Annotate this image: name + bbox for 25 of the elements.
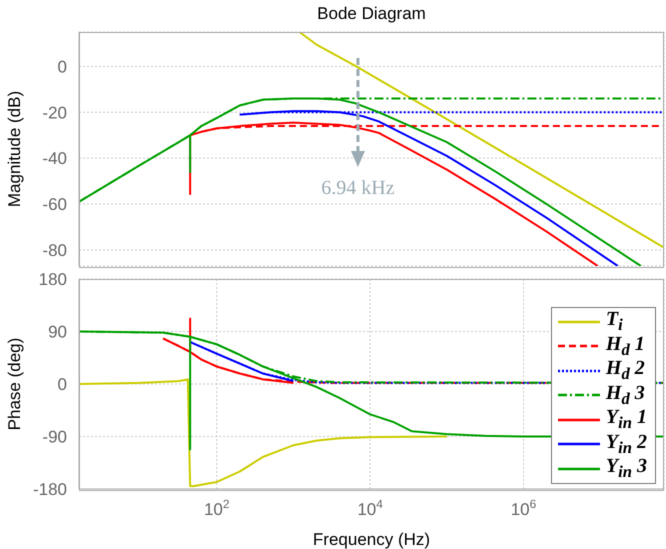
y-tick-label: 0 (58, 57, 67, 76)
x-tick-label: 10$^{6}$ (510, 497, 537, 519)
y-tick-label: 90 (48, 322, 67, 342)
x-tick-label: 10$^{4}$ (357, 497, 384, 519)
y-tick-label: -80 (42, 240, 67, 260)
y-tick-label: -180 (32, 480, 67, 499)
y-tick-label: -40 (42, 149, 67, 168)
chart-title: Bode Diagram (316, 4, 427, 24)
y-tick-label: -60 (42, 195, 67, 214)
legend-label: H$_{d}$ 2 (606, 357, 645, 384)
y-tick-label: 0 (58, 375, 67, 394)
legend-label: Y$_{in}$ 2 (606, 430, 647, 457)
y-axis-title: Phase (deg) (5, 338, 24, 430)
legend-label: T$_{i}$ (606, 308, 623, 334)
legend-label: Y$_{in}$ 3 (606, 455, 647, 482)
y-axis-title: Magnitude (dB) (5, 90, 24, 208)
x-tick-label: 10$^{2}$ (204, 497, 230, 519)
y-tick-label: -20 (42, 103, 67, 122)
x-axis-title: Frequency (Hz) (312, 530, 430, 549)
legend-label: H$_{d}$ 3 (606, 382, 645, 408)
ref-line-label: 6.94 kHz (321, 177, 395, 199)
legend-label: H$_{d}$ 1 (606, 332, 645, 359)
legend-label: Y$_{in}$ 1 (606, 406, 647, 432)
y-tick-label: 180 (38, 270, 67, 289)
y-tick-label: -90 (42, 428, 67, 446)
